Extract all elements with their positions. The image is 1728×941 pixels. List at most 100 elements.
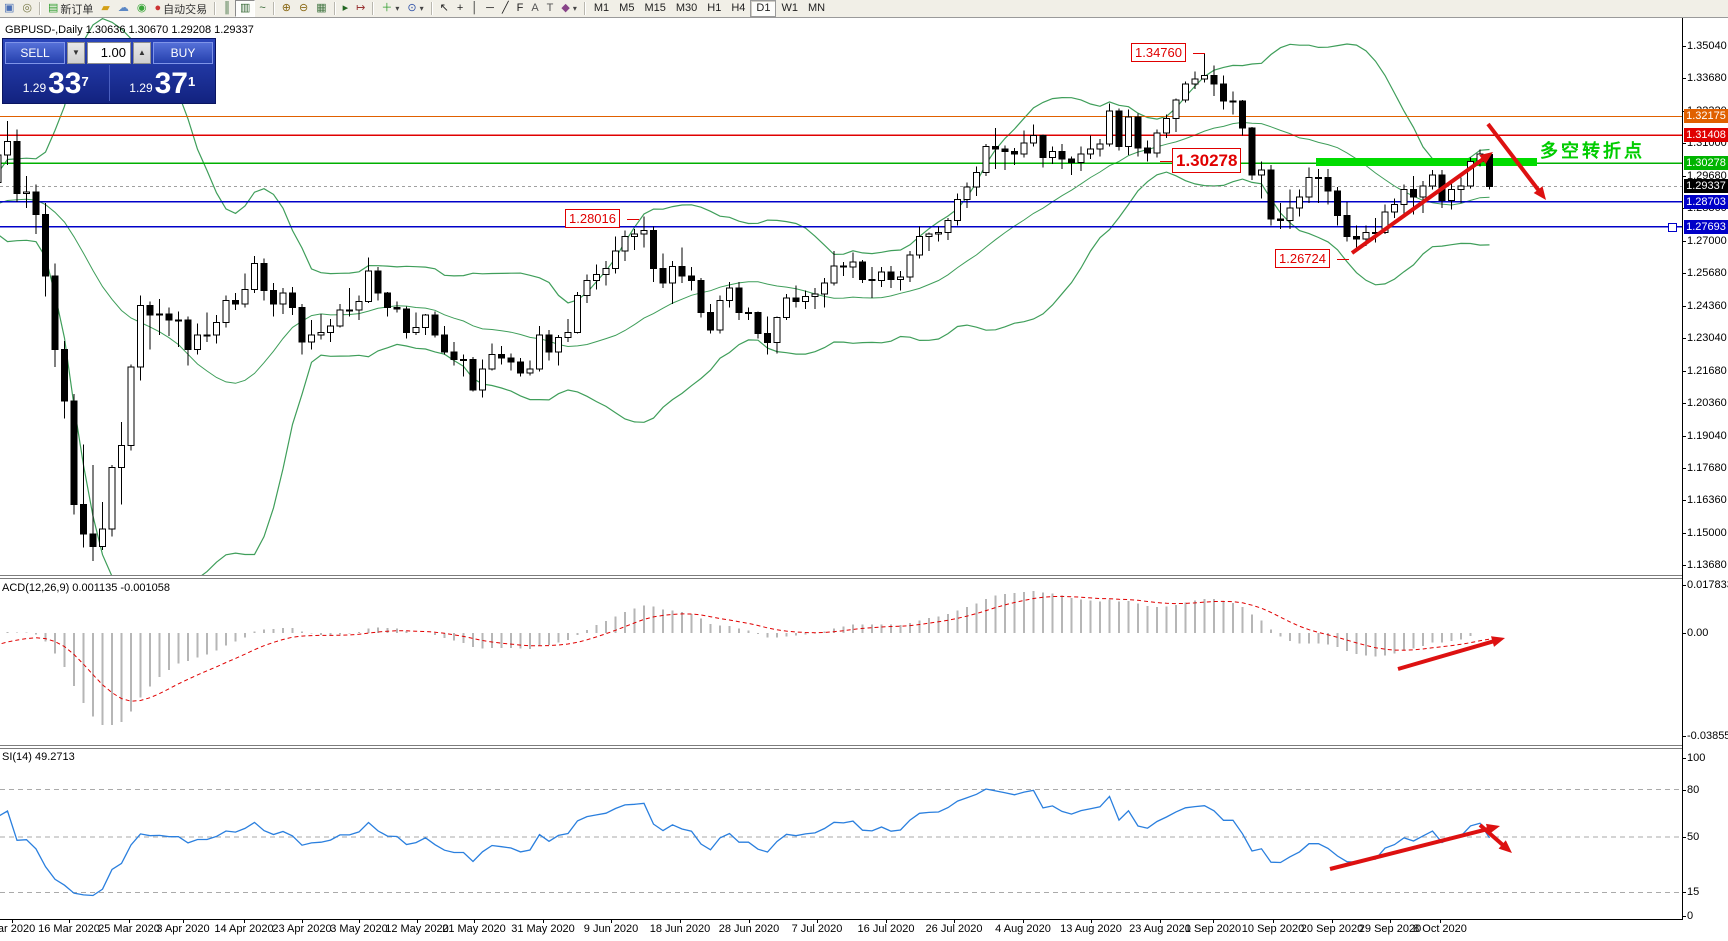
panel-separator[interactable]	[0, 745, 1682, 749]
candle-body	[982, 146, 990, 173]
signals-button[interactable]: ◉	[133, 1, 151, 16]
cursor-button[interactable]: ↖	[436, 1, 453, 16]
periods-button[interactable]: ⊙ ▾	[403, 1, 427, 16]
sell-button[interactable]: SELL	[5, 42, 65, 64]
new-order-button[interactable]: ▤ 新订单	[44, 1, 97, 16]
crosshair-icon: +	[456, 2, 464, 14]
macd-axis-label: -0.038559	[1687, 730, 1728, 743]
rsi-panel-canvas[interactable]	[0, 749, 1682, 919]
trend-arrow[interactable]	[1478, 823, 1508, 850]
resistance-highlight-line[interactable]	[1316, 158, 1537, 167]
candle-body	[488, 353, 496, 370]
timeframe-button-h1[interactable]: H1	[707, 2, 722, 14]
timeframe-button-m15[interactable]: M15	[644, 2, 666, 14]
candlestick-chart-button[interactable]: ▥	[234, 0, 256, 17]
ask-price-small: 1.29	[129, 81, 153, 95]
rsi-line	[0, 788, 1491, 897]
timeframe-button-h4[interactable]: H4	[731, 2, 746, 14]
volume-decrease-button[interactable]: ▼	[67, 42, 85, 64]
date-axis-tick	[474, 919, 475, 923]
candle-body	[1049, 151, 1056, 159]
timeframe-button-m30[interactable]: M30	[675, 2, 698, 14]
bid-price[interactable]: 1.29 33 7	[3, 65, 109, 101]
candle-body	[517, 361, 524, 374]
price-callout-label[interactable]: 1.34760	[1131, 43, 1186, 62]
date-axis-tick	[129, 919, 130, 923]
vertical-line-button[interactable]: │	[467, 1, 482, 16]
zoom-in-button[interactable]: ⊕	[278, 1, 295, 16]
buy-button[interactable]: BUY	[153, 42, 213, 64]
timeframe-button-mn[interactable]: MN	[807, 2, 826, 14]
autotrading-button[interactable]: ● 自动交易	[151, 1, 212, 16]
rsi-axis-label: 80	[1687, 783, 1700, 796]
panel-separator[interactable]	[0, 575, 1682, 579]
trendline-button[interactable]: ╱	[498, 1, 513, 16]
trend-arrow[interactable]	[1329, 826, 1493, 871]
text-button[interactable]: A	[527, 1, 542, 16]
date-axis-tick	[1213, 919, 1214, 923]
price-axis[interactable]: 1.350401.336801.323201.310001.296801.283…	[1682, 18, 1728, 922]
line-selection-handle[interactable]	[1668, 222, 1677, 232]
candle-body	[887, 271, 895, 280]
gold-button[interactable]: ▰	[97, 1, 113, 16]
price-callout-label[interactable]: 1.30278	[1172, 148, 1242, 173]
volume-input[interactable]: 1.00	[87, 42, 131, 64]
mql5-community-button[interactable]: ☁	[114, 1, 133, 16]
macd-panel-canvas[interactable]	[0, 579, 1682, 745]
timeframe-button-w1[interactable]: W1	[781, 2, 798, 14]
fibonacci-button[interactable]: F	[513, 1, 528, 16]
chart-window-button[interactable]: ▣	[0, 1, 18, 16]
trend-arrow[interactable]	[1397, 638, 1498, 671]
price-chart-canvas[interactable]	[0, 18, 1682, 575]
trendline-icon: ╱	[501, 2, 509, 14]
zoom-out-button[interactable]: ⊖	[295, 1, 312, 16]
candle-body	[412, 326, 420, 333]
preview-button[interactable]: ◎	[18, 1, 36, 16]
candle-body	[944, 219, 952, 234]
text-label-button[interactable]: T	[543, 1, 558, 16]
bar-chart-button[interactable]: ║	[219, 1, 235, 16]
axis-tick	[1683, 370, 1686, 372]
trend-arrow[interactable]	[1486, 122, 1543, 195]
candle-body	[279, 292, 287, 305]
toolbar-separator	[214, 2, 217, 15]
date-axis-label: 3 Apr 2020	[156, 923, 210, 935]
candle-body	[4, 141, 11, 156]
macd-label: ACD(12,26,9) 0.001135 -0.001058	[2, 582, 170, 594]
date-axis-tick	[886, 919, 887, 923]
candle-body	[89, 533, 97, 547]
crosshair-button[interactable]: +	[453, 1, 467, 16]
candle-body	[1410, 189, 1417, 198]
candle-body	[99, 528, 106, 547]
ask-price-pip: 1	[188, 74, 196, 89]
price-axis-label: 1.21680	[1687, 364, 1727, 377]
ask-price[interactable]: 1.29 37 1	[110, 65, 216, 101]
one-click-trade-panel: SELL ▼ 1.00 ▲ BUY 1.29 33 7 1.29 37 1	[2, 38, 216, 104]
chart-window[interactable]: GBPUSD-,Daily 1.30636 1.30670 1.29208 1.…	[0, 18, 1728, 941]
date-axis-tick	[1273, 919, 1274, 923]
candle-body	[42, 213, 49, 277]
trend-arrow[interactable]	[1350, 155, 1488, 255]
price-callout-label[interactable]: 1.28016	[565, 209, 620, 228]
chart-shift-button[interactable]: ↦	[352, 1, 369, 16]
date-axis-tick	[954, 919, 955, 923]
price-callout-label[interactable]: 1.26724	[1275, 249, 1330, 268]
autoscroll-button[interactable]: ▸	[339, 1, 353, 16]
line-chart-button[interactable]: ~	[255, 1, 269, 16]
candle-body	[156, 313, 163, 316]
indicators-button[interactable]: ＋ ▾	[377, 1, 403, 16]
chart-shift-icon: ↦	[356, 2, 366, 14]
timeframe-button-d1[interactable]: D1	[750, 0, 777, 17]
timeframe-button-m5[interactable]: M5	[619, 2, 635, 14]
candle-body	[1324, 176, 1332, 192]
zoom-in-icon: ⊕	[281, 2, 292, 14]
horizontal-line-button[interactable]: ─	[482, 1, 498, 16]
candle-body	[906, 254, 914, 278]
fibonacci-icon: F	[516, 2, 524, 14]
arrows-shapes-button[interactable]: ◆ ▾	[557, 1, 580, 16]
timeframe-button-m1[interactable]: M1	[593, 2, 610, 14]
tile-windows-button[interactable]: ▦	[312, 1, 330, 16]
candle-body	[640, 229, 648, 235]
volume-increase-button[interactable]: ▲	[133, 42, 151, 64]
